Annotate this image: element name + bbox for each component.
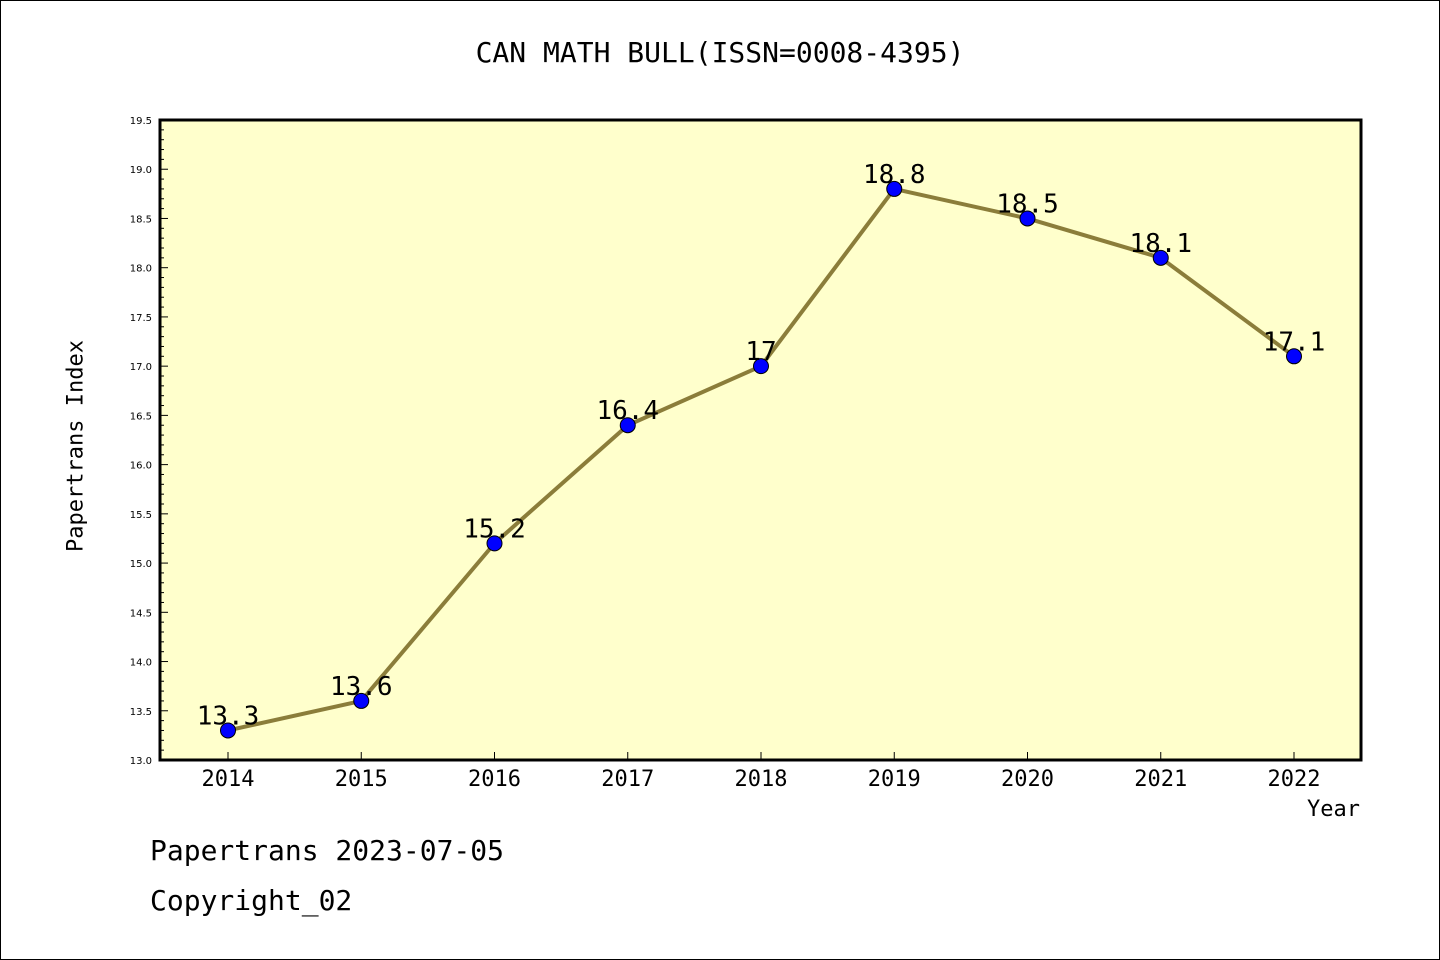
data-point	[486, 535, 503, 552]
y-tick-label: 19.5	[130, 116, 152, 127]
data-label: 15.2	[463, 514, 526, 544]
y-tick-label: 15.5	[130, 510, 152, 521]
y-tick-label: 17.0	[130, 362, 152, 373]
y-tick-label: 15.0	[130, 559, 152, 570]
y-tick-label: 18.5	[130, 214, 152, 225]
data-point	[619, 417, 636, 434]
plot-area	[160, 120, 1361, 760]
footer-date: Papertrans 2023-07-05	[150, 834, 505, 867]
x-tick-label: 2019	[868, 767, 921, 792]
x-tick-label: 2021	[1134, 767, 1187, 792]
data-label: 18.1	[1129, 229, 1192, 259]
x-tick-label: 2022	[1268, 767, 1321, 792]
x-tick-label: 2016	[468, 767, 521, 792]
x-tick-label: 2018	[735, 767, 788, 792]
data-point	[353, 692, 370, 709]
data-point	[220, 722, 236, 739]
data-label: 16.4	[596, 396, 659, 426]
footer-copyright: Copyright_02	[150, 884, 353, 917]
data-label: 18.8	[863, 160, 926, 190]
data-label: 13.3	[197, 701, 260, 731]
y-tick-label: 13.0	[130, 756, 152, 767]
y-tick-label: 16.0	[130, 461, 152, 472]
data-label: 17.1	[1263, 327, 1326, 357]
data-label: 17	[745, 337, 776, 367]
y-tick-label: 13.5	[130, 707, 152, 718]
data-point	[1019, 210, 1036, 227]
y-tick-label: 18.0	[130, 264, 152, 275]
data-point	[753, 358, 769, 375]
x-axis-label: Year	[1307, 797, 1360, 822]
y-tick-label: 19.0	[130, 165, 152, 176]
x-tick-label: 2017	[601, 767, 654, 792]
x-tick-label: 2014	[202, 767, 255, 792]
data-point	[1152, 249, 1169, 266]
data-point	[1286, 348, 1302, 365]
y-tick-label: 14.0	[130, 658, 152, 669]
data-label: 13.6	[330, 672, 393, 702]
y-tick-label: 16.5	[130, 411, 152, 422]
y-tick-label: 17.5	[130, 313, 152, 324]
data-point	[886, 180, 903, 197]
x-tick-label: 2020	[1001, 767, 1054, 792]
plot-border	[158, 118, 1363, 762]
data-label: 18.5	[996, 189, 1059, 219]
x-tick-label: 2015	[335, 767, 388, 792]
chart-title: CAN MATH BULL(ISSN=0008-4395)	[475, 36, 965, 69]
y-tick-label: 14.5	[130, 608, 152, 619]
